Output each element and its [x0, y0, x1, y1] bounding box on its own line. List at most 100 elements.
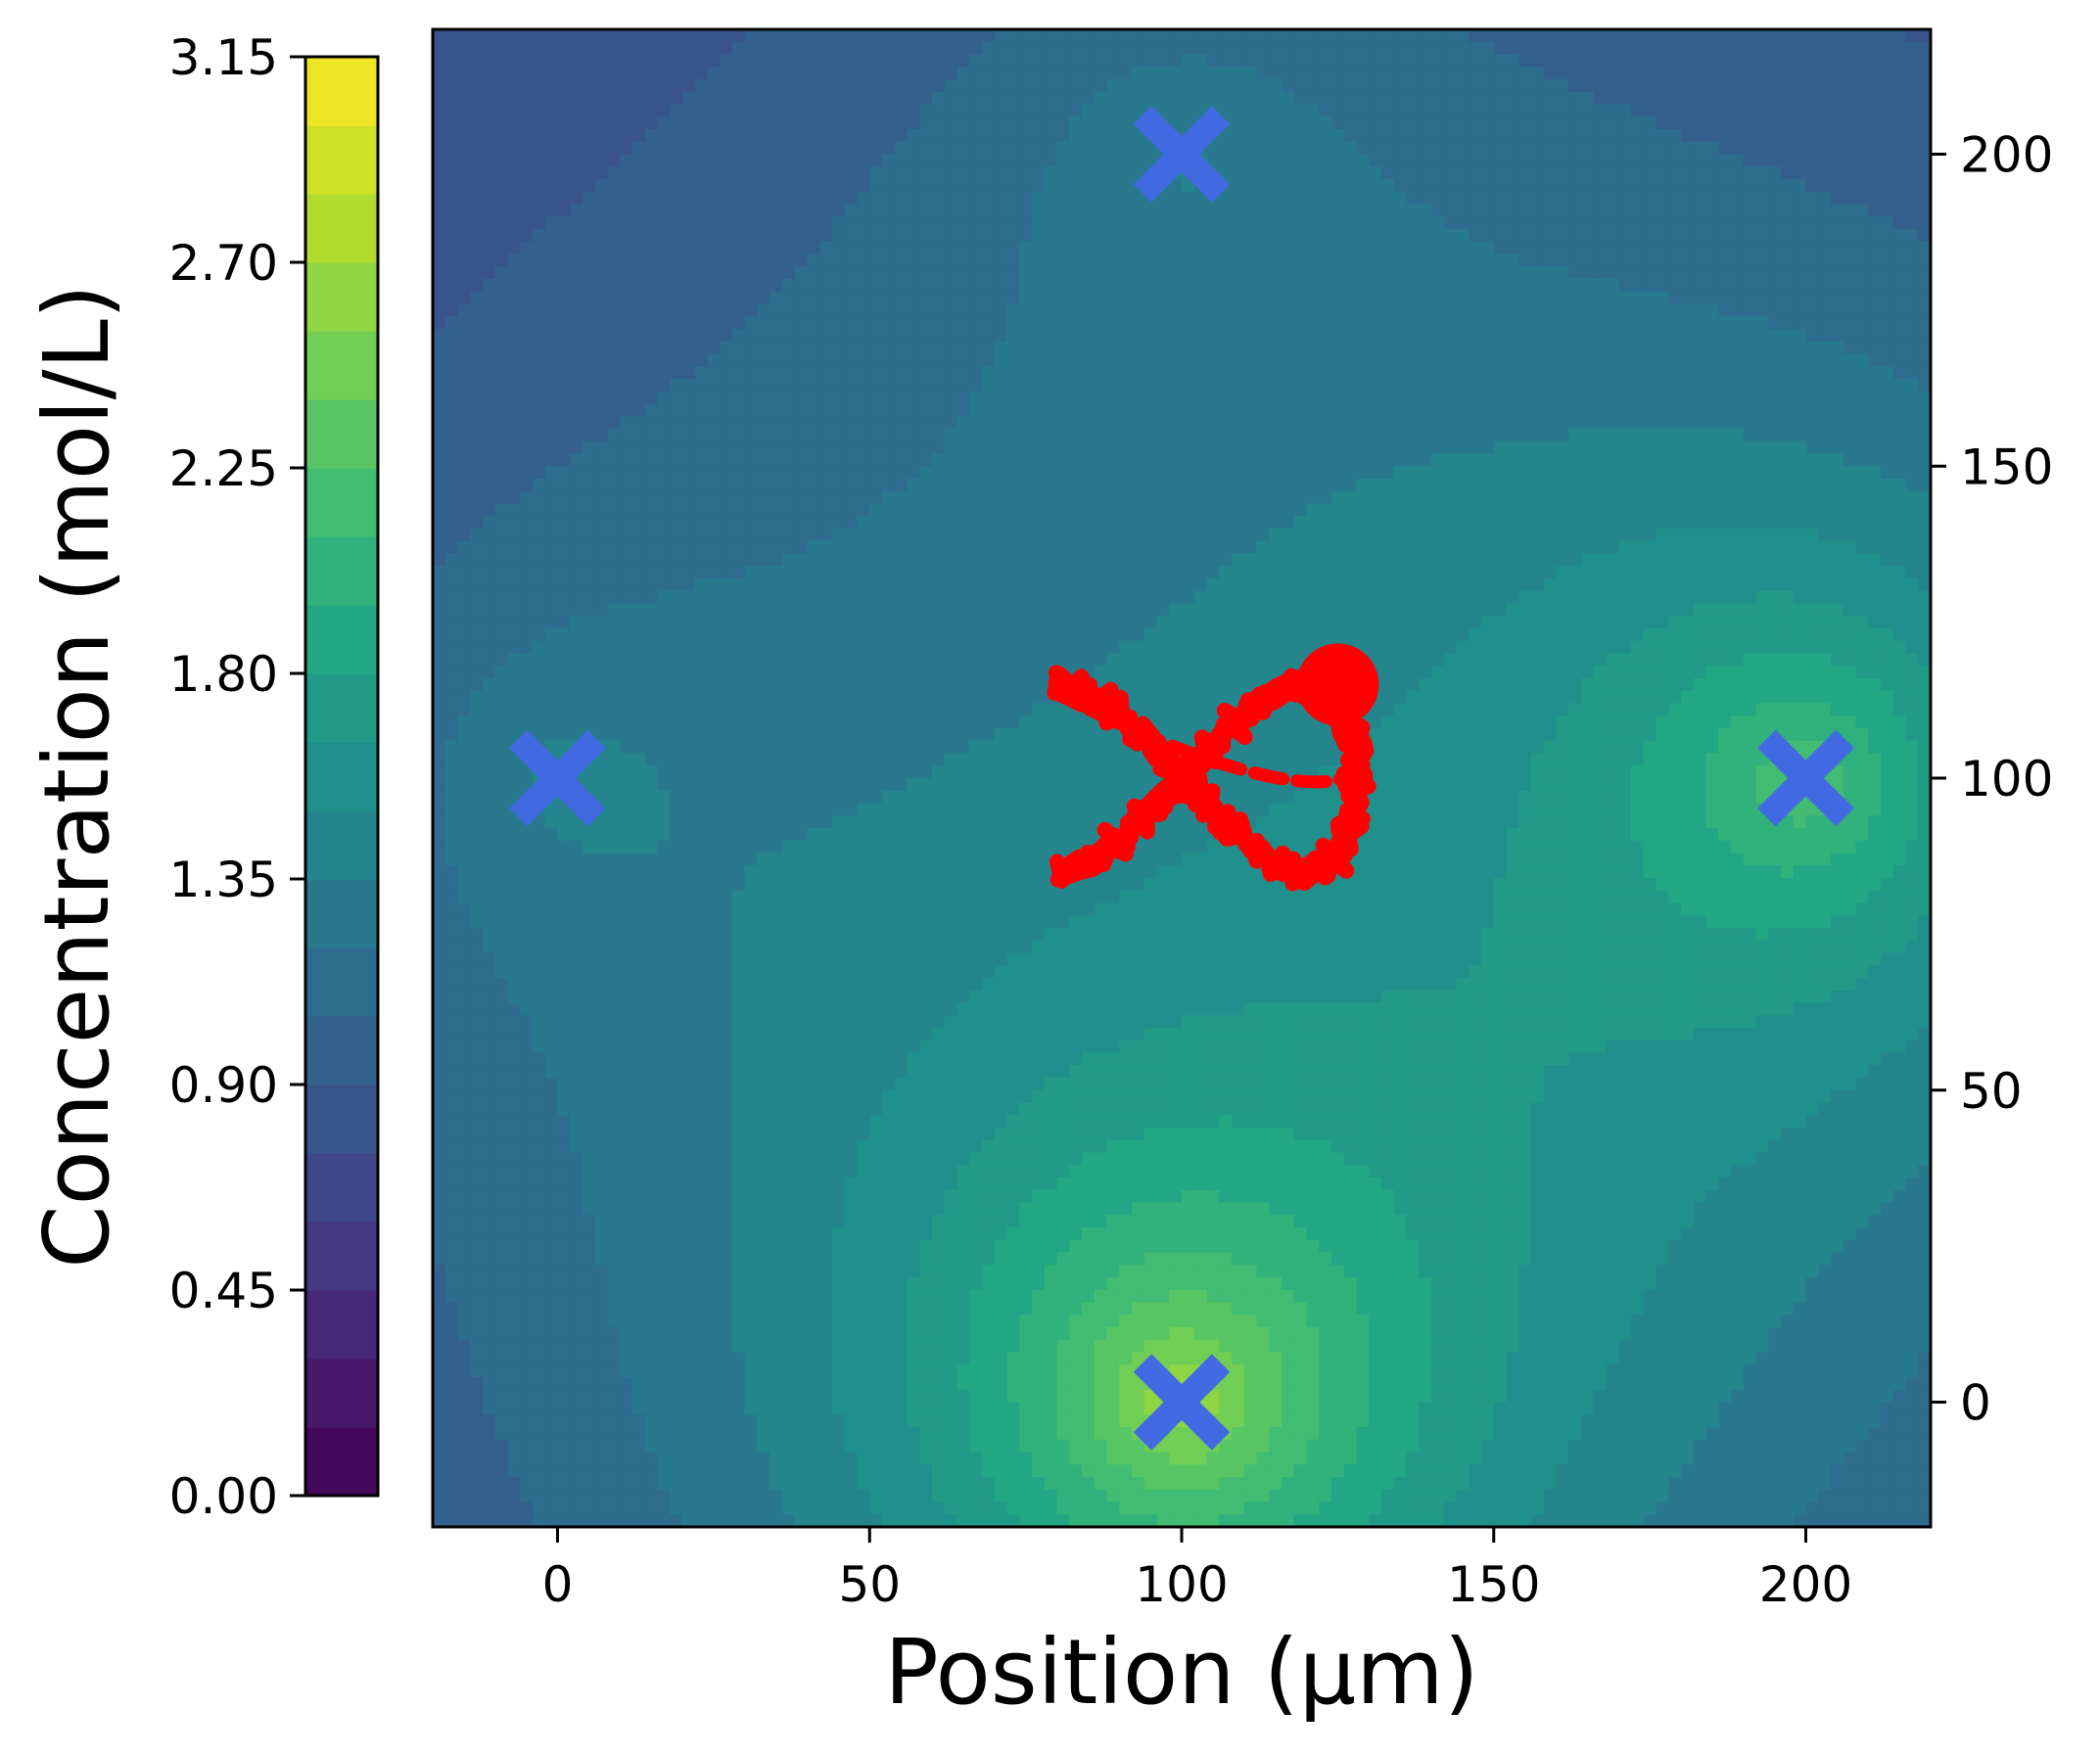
contour-cell	[908, 392, 920, 404]
contour-cell	[1607, 142, 1619, 155]
contour-cell	[732, 392, 745, 404]
contour-cell	[508, 516, 521, 529]
contour-cell	[1219, 404, 1232, 417]
contour-cell	[1768, 266, 1781, 279]
contour-cell	[458, 354, 471, 367]
contour-cell	[1132, 55, 1144, 68]
contour-cell	[969, 316, 982, 329]
contour-cell	[608, 304, 621, 317]
contour-cell	[1768, 242, 1781, 254]
contour-cell	[1444, 292, 1457, 304]
contour-cell	[957, 441, 970, 454]
contour-cell	[1457, 454, 1470, 467]
contour-cell	[495, 142, 508, 155]
contour-cell	[1644, 342, 1657, 354]
contour-cell	[1681, 466, 1694, 479]
contour-cell	[1269, 216, 1282, 229]
contour-cell	[470, 454, 483, 467]
contour-cell	[1668, 229, 1681, 242]
contour-cell	[570, 404, 583, 417]
contour-cell	[583, 466, 595, 479]
contour-cell	[1906, 342, 1919, 354]
contour-cell	[1906, 366, 1919, 379]
contour-cell	[533, 429, 545, 441]
contour-cell	[470, 429, 483, 441]
contour-cell	[908, 55, 920, 68]
contour-cell	[1868, 342, 1881, 354]
contour-cell	[1781, 429, 1794, 441]
contour-cell	[1531, 404, 1544, 417]
contour-cell	[1518, 266, 1531, 279]
contour-cell	[845, 304, 858, 317]
contour-cell	[1718, 29, 1731, 42]
contour-cell	[445, 342, 458, 354]
contour-cell	[1069, 454, 1082, 467]
contour-cell	[1469, 516, 1481, 529]
contour-cell	[1294, 205, 1307, 217]
contour-cell	[770, 205, 782, 217]
contour-cell	[1431, 516, 1444, 529]
contour-cell	[1007, 379, 1020, 392]
contour-cell	[433, 279, 445, 292]
contour-cell	[1856, 105, 1869, 117]
contour-cell	[1906, 29, 1919, 42]
contour-cell	[1531, 29, 1544, 42]
contour-cell	[1568, 379, 1581, 392]
contour-cell	[1057, 116, 1070, 129]
contour-cell	[1307, 479, 1320, 491]
contour-cell	[795, 242, 808, 254]
contour-cell	[945, 392, 957, 404]
contour-cell	[945, 292, 957, 304]
contour-cell	[1407, 404, 1420, 417]
contour-cell	[1232, 366, 1244, 379]
contour-cell	[1069, 279, 1082, 292]
contour-cell	[745, 29, 758, 42]
contour-cell	[1082, 67, 1095, 79]
contour-cell	[483, 316, 495, 329]
contour-cell	[570, 42, 583, 55]
contour-cell	[1668, 491, 1681, 504]
contour-cell	[1232, 266, 1244, 279]
contour-cell	[1257, 329, 1270, 342]
contour-cell	[1357, 92, 1370, 105]
contour-cell	[782, 516, 795, 529]
contour-cell	[1706, 504, 1719, 517]
contour-cell	[1232, 429, 1244, 441]
contour-cell	[1644, 404, 1657, 417]
contour-cell	[1706, 67, 1719, 79]
contour-cell	[1843, 292, 1856, 304]
contour-cell	[670, 166, 682, 179]
contour-cell	[957, 516, 970, 529]
contour-cell	[1182, 342, 1194, 354]
contour-cell	[1194, 254, 1207, 267]
contour-cell	[1294, 304, 1307, 317]
contour-cell	[1843, 279, 1856, 292]
contour-cell	[869, 205, 882, 217]
contour-cell	[1207, 216, 1220, 229]
contour-cell	[758, 491, 770, 504]
contour-cell	[1394, 479, 1407, 491]
contour-cell	[1107, 329, 1120, 342]
contour-cell	[1294, 116, 1307, 129]
contour-cell	[1906, 279, 1919, 292]
contour-cell	[1768, 279, 1781, 292]
contour-cell	[570, 504, 583, 517]
contour-cell	[1257, 466, 1270, 479]
contour-cell	[1581, 29, 1594, 42]
contour-cell	[1232, 92, 1244, 105]
contour-cell	[1381, 392, 1394, 404]
contour-cell	[969, 329, 982, 342]
contour-cell	[1307, 166, 1320, 179]
contour-cell	[1631, 55, 1644, 68]
contour-cell	[869, 342, 882, 354]
contour-cell	[1856, 205, 1869, 217]
contour-cell	[1706, 304, 1719, 317]
contour-cell	[1507, 67, 1519, 79]
contour-cell	[1507, 416, 1519, 429]
contour-cell	[1032, 354, 1045, 367]
contour-cell	[1518, 129, 1531, 142]
contour-cell	[882, 316, 895, 329]
contour-cell	[1381, 329, 1394, 342]
contour-cell	[1232, 29, 1244, 42]
contour-cell	[1107, 416, 1120, 429]
